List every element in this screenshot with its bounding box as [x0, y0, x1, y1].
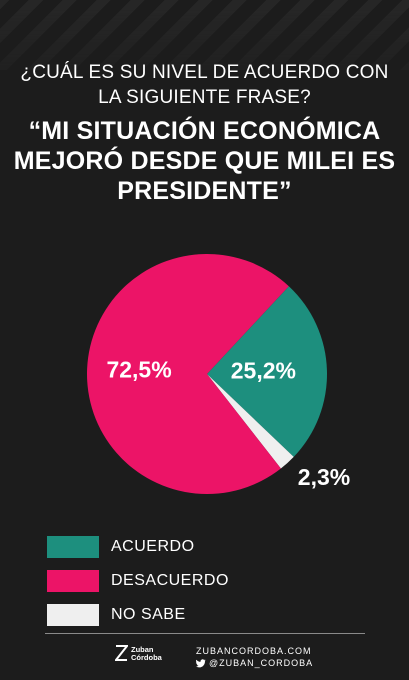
- legend-swatch-no-sabe: [47, 604, 99, 626]
- twitter-handle[interactable]: @ZUBAN_CORDOBA: [209, 658, 314, 668]
- logo-text: Zuban Córdoba: [131, 646, 162, 661]
- credits: ZUBANCORDOBA.COM @ZUBAN_CORDOBA: [196, 645, 313, 669]
- pie-label-acuerdo: 25,2%: [231, 357, 296, 383]
- legend-swatch-desacuerdo: [47, 570, 99, 592]
- survey-phrase: “MI SITUACIÓN ECONÓMICA MEJORÓ DESDE QUE…: [13, 117, 396, 205]
- footer-divider: [45, 633, 365, 634]
- legend-item-desacuerdo: DESACUERDO: [47, 564, 229, 598]
- zc-logo-icon: [115, 645, 128, 661]
- legend-label-desacuerdo: DESACUERDO: [111, 572, 229, 589]
- legend-swatch-acuerdo: [47, 536, 99, 558]
- legend-item-no-sabe: NO SABE: [47, 598, 229, 632]
- logo-line-2: Córdoba: [131, 652, 162, 662]
- bird-icon: [196, 658, 206, 667]
- pie-chart: 25,2% 2,3% 72,5%: [87, 253, 350, 494]
- legend: ACUERDO DESACUERDO NO SABE: [47, 530, 229, 632]
- zuban-cordoba-logo: Zuban Córdoba: [115, 643, 180, 669]
- logo-line-1: Zuban: [131, 645, 154, 654]
- pie-label-no-sabe: 2,3%: [298, 464, 350, 490]
- survey-question: ¿CUÁL ES SU NIVEL DE ACUERDO CON LA SIGU…: [20, 62, 389, 108]
- legend-label-acuerdo: ACUERDO: [111, 538, 195, 555]
- pie-slice-desacuerdo: [87, 253, 289, 494]
- website-link[interactable]: ZUBANCORDOBA.COM: [196, 646, 312, 656]
- pie-label-desacuerdo: 72,5%: [106, 356, 171, 382]
- pie-slice-acuerdo: [207, 286, 328, 457]
- legend-item-acuerdo: ACUERDO: [47, 530, 229, 564]
- legend-label-no-sabe: NO SABE: [111, 606, 186, 623]
- pie-slice-no-sabe: [207, 374, 294, 469]
